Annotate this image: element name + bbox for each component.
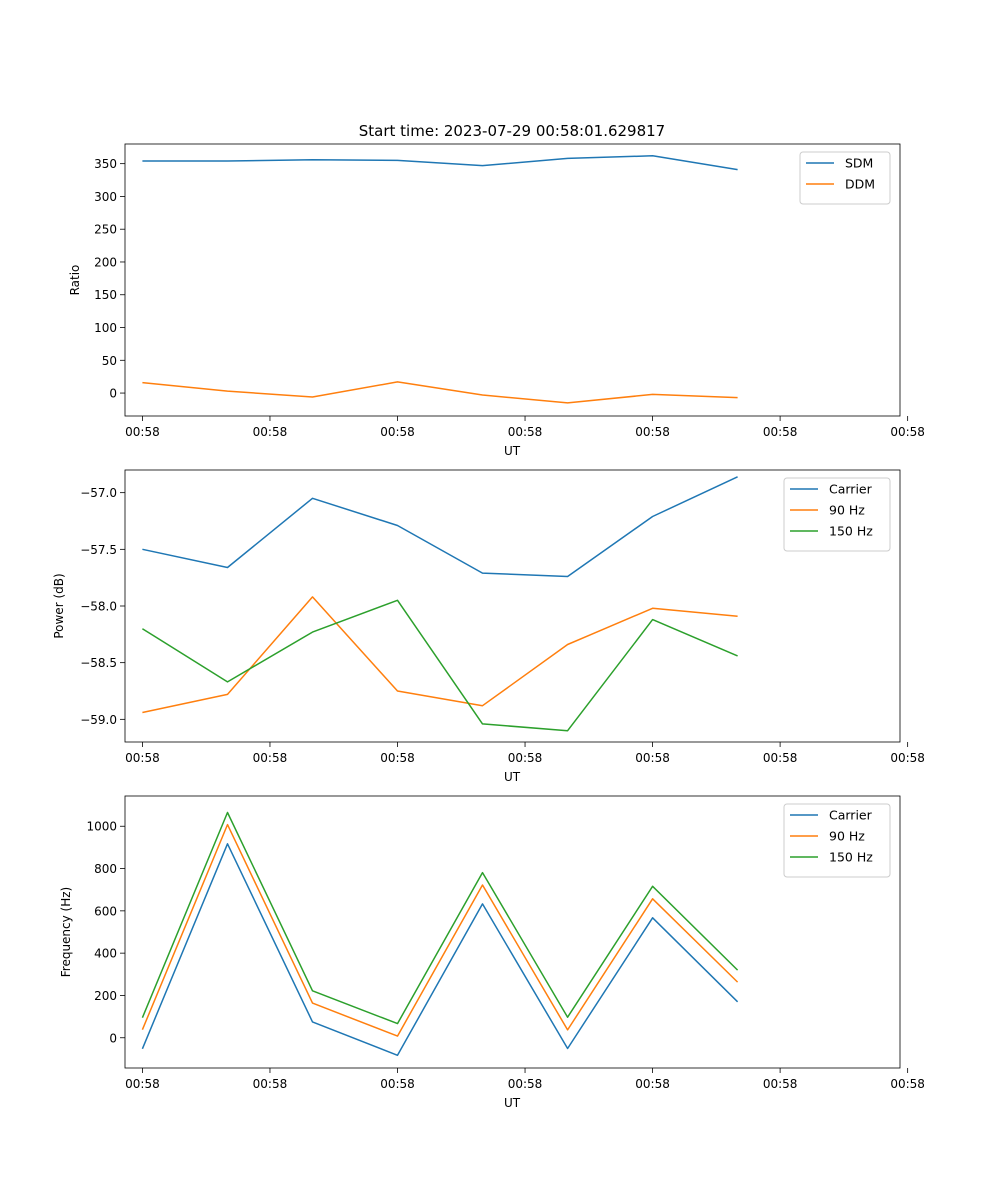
y-tick-label: 0 [109, 1031, 117, 1045]
x-tick-label: 00:58 [635, 425, 670, 439]
y-tick-label: −59.0 [80, 713, 117, 727]
legend-label: 150 Hz [829, 850, 873, 865]
legend-box [783, 803, 891, 878]
series-line-150-hz [141, 811, 739, 1025]
x-tick-label: 00:58 [380, 751, 415, 765]
x-tick-label: 00:58 [890, 1077, 925, 1091]
y-tick-label: 800 [94, 862, 117, 876]
y-tick-label: 400 [94, 947, 117, 961]
x-tick-label: 00:58 [890, 751, 925, 765]
x-tick-label: 00:58 [125, 1077, 160, 1091]
x-tick-label: 00:58 [890, 425, 925, 439]
series-line-carrier [142, 476, 738, 578]
legend-label: 90 Hz [829, 829, 865, 844]
y-tick-label: −57.0 [80, 486, 117, 500]
legend-label: Carrier [829, 808, 873, 823]
x-tick-label: 00:58 [763, 1077, 798, 1091]
y-tick-label: 350 [94, 157, 117, 171]
y-tick-label: 50 [102, 354, 117, 368]
subplot-panels: 00:58 00:58 00:58 00:58 00:58 00:58 00:58 0 50 10… [52, 143, 925, 1110]
y-tick-label: 250 [94, 223, 117, 237]
y-axis-label: Power (dB) [52, 573, 66, 638]
series-line-sdm [142, 155, 738, 171]
y-axis-label: Frequency (Hz) [59, 887, 73, 978]
x-axis-label: UT [504, 770, 521, 784]
series-line-ddm [142, 381, 738, 404]
x-tick-label: 00:58 [125, 751, 160, 765]
legend-box [799, 151, 891, 205]
axes-frame [124, 795, 901, 1069]
subplot-2: 00:58 00:58 00:58 00:58 00:58 00:58 00:58 −59.0… [52, 469, 925, 784]
series-line-carrier [141, 843, 739, 1057]
y-tick-label: −58.5 [80, 656, 117, 670]
legend-box [783, 477, 891, 552]
legend-label: SDM [845, 156, 873, 171]
x-tick-label: 00:58 [763, 751, 798, 765]
y-tick-label: 200 [94, 989, 117, 1003]
y-tick-label: 150 [94, 288, 117, 302]
y-tick-label: −58.0 [80, 600, 117, 614]
series-line-150-hz [142, 599, 738, 732]
axes-frame [124, 143, 901, 417]
series-line-90-hz [141, 823, 739, 1037]
y-tick-label: 300 [94, 190, 117, 204]
x-tick-label: 00:58 [635, 1077, 670, 1091]
x-tick-label: 00:58 [380, 1077, 415, 1091]
y-tick-label: 600 [94, 904, 117, 918]
x-axis-label: UT [504, 444, 521, 458]
legend-label: DDM [845, 177, 875, 192]
subplot-1: 00:58 00:58 00:58 00:58 00:58 00:58 00:58 0 50 10… [68, 143, 925, 458]
x-axis-label: UT [504, 1096, 521, 1110]
legend-label: 90 Hz [829, 503, 865, 518]
legend: SDM DDM [799, 151, 891, 205]
x-tick-label: 00:58 [508, 425, 543, 439]
x-tick-label: 00:58 [253, 425, 288, 439]
x-tick-label: 00:58 [635, 751, 670, 765]
legend: Carrier 90 Hz 150 Hz [783, 803, 891, 878]
y-axis-label: Ratio [68, 265, 82, 296]
x-tick-label: 00:58 [253, 751, 288, 765]
legend-label: 150 Hz [829, 524, 873, 539]
legend-label: Carrier [829, 482, 873, 497]
x-tick-label: 00:58 [508, 751, 543, 765]
y-tick-label: 0 [109, 387, 117, 401]
x-tick-label: 00:58 [380, 425, 415, 439]
figure-title: Start time: 2023-07-29 00:58:01.629817 [359, 122, 665, 140]
y-tick-label: 1000 [86, 820, 117, 834]
subplot-3: 00:58 00:58 00:58 00:58 00:58 00:58 00:58 0 200 4… [59, 795, 925, 1110]
x-tick-label: 00:58 [125, 425, 160, 439]
x-tick-label: 00:58 [508, 1077, 543, 1091]
legend: Carrier 90 Hz 150 Hz [783, 477, 891, 552]
x-tick-label: 00:58 [253, 1077, 288, 1091]
series-line-90-hz [142, 596, 738, 714]
y-tick-label: 100 [94, 321, 117, 335]
x-tick-label: 00:58 [763, 425, 798, 439]
y-tick-label: 200 [94, 255, 117, 269]
y-tick-label: −57.5 [80, 543, 117, 557]
